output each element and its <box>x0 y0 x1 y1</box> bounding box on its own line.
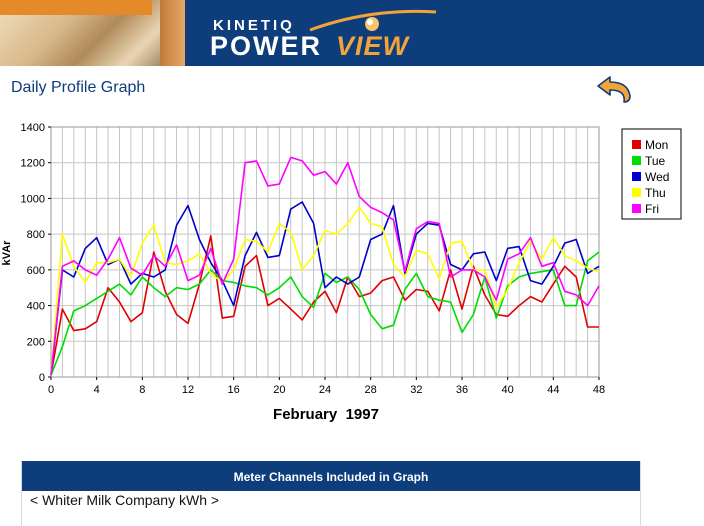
legend-label-mon: Mon <box>645 138 668 152</box>
brand-view-text: VIEW <box>336 31 410 61</box>
legend-label-thu: Thu <box>645 186 666 200</box>
x-tick-label: 8 <box>139 384 145 396</box>
y-tick-label: 800 <box>27 229 45 241</box>
banner-accent-strip <box>0 0 152 15</box>
x-tick-label: 28 <box>365 384 377 396</box>
x-axis-label: February 1997 <box>273 406 379 423</box>
legend-label-fri: Fri <box>645 202 659 216</box>
series-line-thu <box>50 206 600 376</box>
x-tick-label: 16 <box>228 384 240 396</box>
y-tick-label: 200 <box>27 336 45 348</box>
legend-label-tue: Tue <box>645 154 666 168</box>
x-tick-label: 24 <box>319 384 331 396</box>
x-tick-label: 36 <box>456 384 468 396</box>
y-axis-label: kVAr <box>1 240 13 266</box>
x-tick-label: 0 <box>48 384 54 396</box>
x-tick-label: 20 <box>273 384 285 396</box>
y-tick-label: 600 <box>27 265 45 277</box>
brand-top-text: KINETIQ <box>213 17 295 34</box>
legend-swatch-fri <box>632 204 641 213</box>
back-arrow-icon <box>597 76 631 103</box>
y-tick-label: 1200 <box>21 158 45 170</box>
logo-swoosh-icon <box>309 9 437 32</box>
x-tick-label: 32 <box>410 384 422 396</box>
x-tick-label: 40 <box>502 384 514 396</box>
legend-swatch-thu <box>632 188 641 197</box>
brand-power-text: POWER <box>210 31 323 61</box>
series-line-wed <box>50 201 600 376</box>
banner-photo <box>0 0 185 66</box>
page-title: Daily Profile Graph <box>11 79 146 96</box>
y-tick-label: 400 <box>27 301 45 313</box>
y-tick-label: 0 <box>39 372 45 384</box>
x-tick-label: 48 <box>593 384 605 396</box>
app-banner: KINETIQ POWER VIEW <box>0 0 704 66</box>
meter-channels-header: Meter Channels Included in Graph <box>22 461 640 491</box>
chart-legend: Mon Tue Wed Thu Fri <box>621 128 682 220</box>
chart-series <box>50 156 600 376</box>
meter-channel-item: < Whiter Milk Company kWh > <box>30 492 220 508</box>
legend-swatch-tue <box>632 156 641 165</box>
legend-swatch-wed <box>632 172 641 181</box>
y-tick-label: 1400 <box>21 122 45 134</box>
series-line-fri <box>50 156 600 376</box>
x-tick-label: 12 <box>182 384 194 396</box>
legend-label-wed: Wed <box>645 170 669 184</box>
meter-channels-panel: Meter Channels Included in Graph < White… <box>21 461 641 526</box>
legend-swatch-mon <box>632 140 641 149</box>
y-tick-label: 1000 <box>21 193 45 205</box>
back-button[interactable] <box>594 74 634 104</box>
series-line-tue <box>50 251 600 376</box>
chart-grid <box>50 126 600 378</box>
x-tick-label: 44 <box>547 384 559 396</box>
banner-accent-fade <box>160 0 185 66</box>
series-line-mon <box>50 235 599 376</box>
x-tick-label: 4 <box>94 384 100 396</box>
